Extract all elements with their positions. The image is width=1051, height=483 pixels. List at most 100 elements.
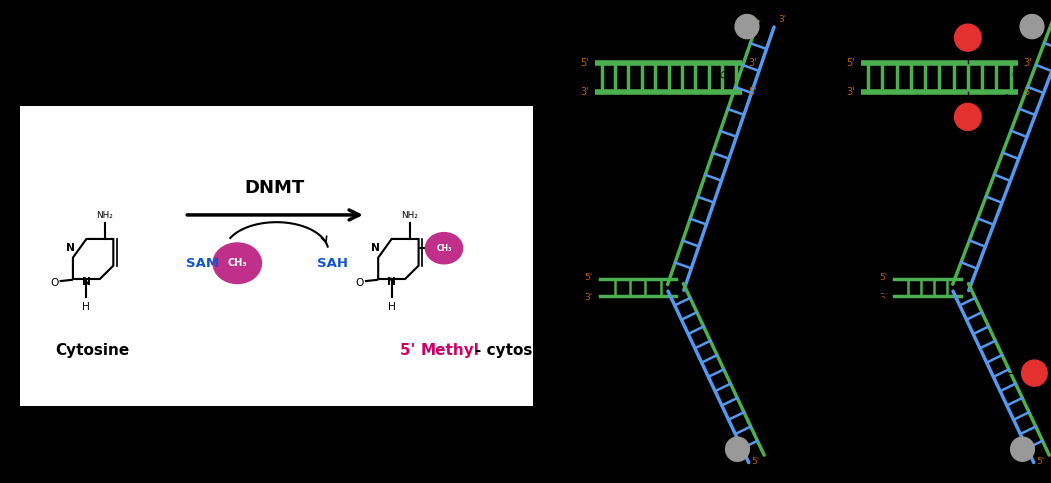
Text: 5': 5' (846, 58, 856, 68)
Text: T: T (675, 348, 683, 358)
Text: b: b (581, 242, 593, 259)
Text: N: N (66, 243, 75, 253)
Circle shape (1022, 360, 1047, 386)
Text: G: G (703, 410, 713, 421)
Text: A: A (612, 96, 618, 105)
Text: N: N (82, 277, 90, 287)
Text: G: G (893, 50, 900, 59)
Text: H: H (388, 301, 395, 312)
Text: A: A (660, 317, 668, 327)
Text: T: T (613, 50, 618, 59)
Text: C: C (993, 96, 1000, 105)
Text: G: G (668, 214, 677, 224)
Text: C: C (965, 50, 971, 59)
Text: C: C (719, 96, 725, 105)
Text: G: G (625, 50, 632, 59)
Text: A: A (599, 96, 604, 105)
Text: T: T (866, 50, 870, 59)
Text: C: C (951, 96, 956, 105)
Text: T: T (1029, 22, 1036, 32)
Text: T: T (735, 23, 742, 33)
Text: G: G (725, 46, 735, 57)
Text: G: G (967, 363, 975, 374)
Text: 3': 3' (879, 293, 887, 301)
Text: C: C (974, 165, 982, 176)
Circle shape (426, 233, 462, 264)
Text: G: G (950, 50, 956, 59)
Text: G: G (693, 96, 699, 105)
Text: T: T (947, 237, 954, 247)
Circle shape (1011, 437, 1034, 461)
Text: G: G (701, 118, 709, 128)
Text: A: A (639, 50, 644, 59)
Text: A: A (983, 142, 991, 152)
Text: C: C (706, 50, 712, 59)
Text: 3': 3' (584, 293, 593, 301)
Text: Methyl: Methyl (420, 343, 479, 358)
Text: G: G (710, 426, 720, 436)
Text: T: T (974, 379, 983, 389)
Text: A: A (965, 189, 973, 199)
Text: T: T (936, 96, 942, 105)
Text: N: N (387, 277, 396, 287)
FancyBboxPatch shape (20, 106, 533, 406)
Text: A: A (653, 301, 661, 312)
Text: A: A (937, 301, 946, 312)
Text: A: A (693, 142, 701, 153)
Text: Dnmt3b: Dnmt3b (799, 71, 838, 81)
Text: G: G (965, 96, 971, 105)
Text: G: G (705, 96, 712, 105)
Text: C: C (667, 332, 676, 342)
Text: A: A (880, 96, 885, 105)
Text: G: G (996, 426, 1005, 436)
Text: A: A (665, 50, 672, 59)
Text: G: G (719, 50, 725, 59)
Text: T: T (937, 261, 946, 271)
Circle shape (954, 103, 982, 130)
Text: G: G (681, 363, 691, 374)
Text: C: C (1010, 70, 1018, 80)
Text: G: G (1019, 45, 1028, 56)
Text: G: G (978, 96, 986, 105)
Text: 3': 3' (1024, 58, 1032, 68)
Text: G: G (955, 213, 964, 224)
Text: 5': 5' (584, 273, 593, 282)
Text: T: T (908, 96, 913, 105)
Text: G: G (679, 50, 685, 59)
Text: T: T (880, 50, 885, 59)
Text: C: C (709, 94, 718, 105)
Text: 3': 3' (778, 15, 786, 24)
Text: NH₂: NH₂ (97, 212, 114, 220)
Text: C: C (693, 50, 698, 59)
Text: 5': 5' (748, 87, 757, 97)
Text: CH₃: CH₃ (741, 0, 758, 9)
Text: T: T (599, 50, 604, 59)
Circle shape (735, 14, 759, 39)
Text: G: G (922, 96, 928, 105)
Text: T: T (666, 96, 672, 105)
Text: SAH: SAH (316, 257, 348, 270)
Text: A: A (936, 50, 943, 59)
Text: O: O (50, 278, 59, 288)
Circle shape (1021, 14, 1044, 39)
Text: G: G (993, 50, 1000, 59)
Text: C: C (980, 50, 985, 59)
Text: A: A (733, 96, 739, 105)
Text: G: G (989, 410, 997, 421)
Circle shape (213, 243, 262, 284)
Text: 5': 5' (751, 457, 760, 466)
Text: 5': 5' (1036, 457, 1045, 466)
Text: C: C (893, 96, 900, 105)
Text: A: A (1011, 457, 1019, 468)
Text: T: T (960, 348, 968, 358)
Text: CH₃: CH₃ (962, 12, 980, 22)
Text: C: C (982, 395, 990, 405)
Text: C: C (922, 50, 928, 59)
Text: C: C (653, 50, 658, 59)
Circle shape (954, 24, 982, 51)
Text: Dnmt3a: Dnmt3a (799, 60, 838, 70)
Text: N: N (371, 243, 380, 253)
Text: T: T (639, 96, 644, 105)
Text: H: H (82, 301, 90, 312)
Text: A: A (1008, 96, 1013, 105)
